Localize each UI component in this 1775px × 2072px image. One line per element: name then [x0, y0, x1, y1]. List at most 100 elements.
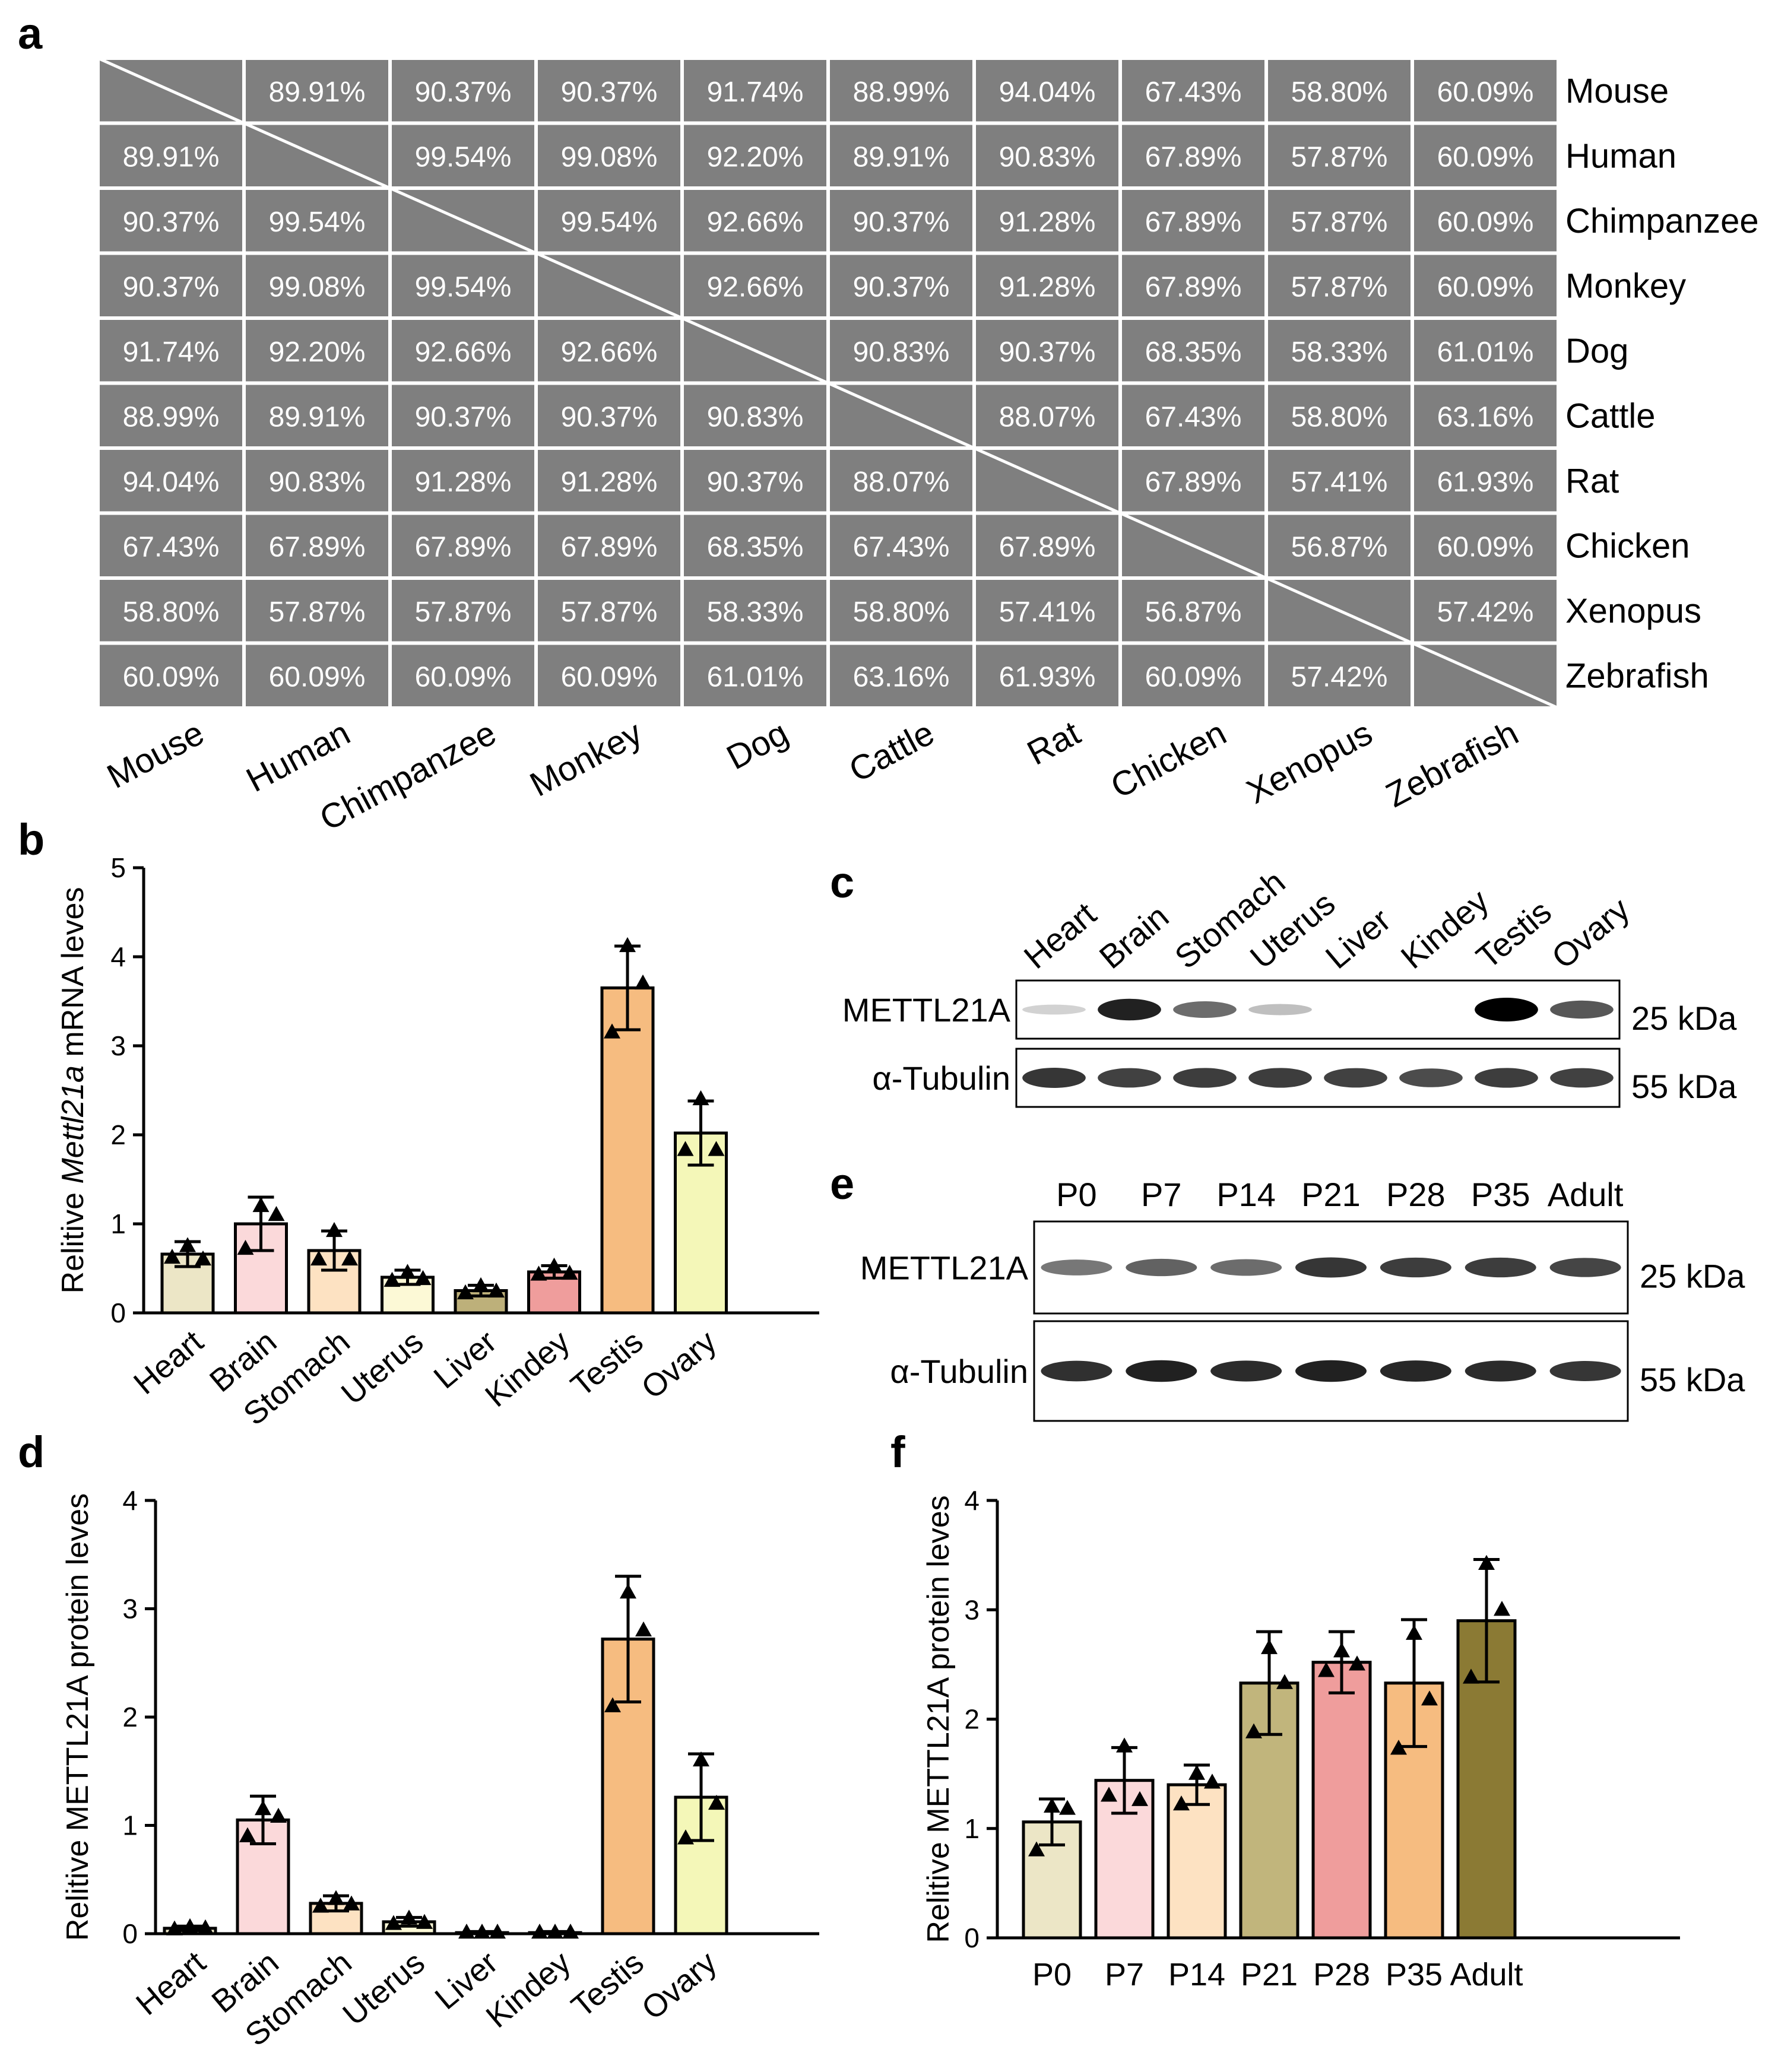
data-point — [677, 1829, 694, 1845]
data-point — [708, 1141, 725, 1156]
row-label: Mouse — [1565, 72, 1669, 110]
data-point — [1028, 1841, 1045, 1857]
blot-band — [1173, 1001, 1237, 1018]
matrix-cell — [1268, 515, 1411, 576]
x-tick-label: Ovary — [635, 1944, 724, 2027]
matrix-cell — [392, 515, 534, 576]
data-point — [401, 1909, 417, 1925]
matrix-value: 56.87% — [1145, 596, 1242, 628]
matrix-value: 60.09% — [1145, 661, 1242, 693]
matrix-value: 90.37% — [415, 77, 512, 108]
blot-band — [1173, 1068, 1237, 1088]
blot-band — [1380, 1360, 1451, 1382]
matrix-cell — [538, 60, 680, 122]
matrix-diagonal — [97, 56, 1560, 710]
data-point — [1390, 1740, 1407, 1755]
row-label: Xenopus — [1565, 592, 1701, 630]
matrix-cell — [246, 450, 388, 512]
matrix-value: 57.42% — [1291, 661, 1388, 693]
data-point — [457, 1284, 474, 1300]
x-tick-label: P7 — [1105, 1957, 1144, 1992]
column-label: Human — [240, 713, 356, 799]
matrix-value: 61.01% — [707, 661, 804, 693]
blot-row-label: α-Tubulin — [890, 1353, 1028, 1390]
data-point — [1421, 1690, 1438, 1706]
matrix-value: 88.99% — [123, 401, 220, 433]
y-tick-label: 1 — [964, 1813, 980, 1844]
blot-band — [1295, 1360, 1367, 1382]
matrix-cell — [246, 515, 388, 576]
matrix-cell — [684, 515, 826, 576]
y-label-part: Relitive — [56, 1184, 90, 1294]
matrix-cell — [684, 645, 826, 706]
matrix-cell — [1268, 385, 1411, 446]
data-point — [692, 1090, 709, 1106]
matrix-cell — [1268, 645, 1411, 706]
y-tick-label: 4 — [110, 941, 126, 972]
data-point — [1204, 1773, 1221, 1789]
y-axis-label: Relitive Mettl21a mRNA leves — [56, 887, 90, 1294]
matrix-cell — [1414, 60, 1557, 122]
y-tick-label: 1 — [110, 1208, 126, 1239]
matrix-value: 90.83% — [853, 337, 950, 368]
blot-size-label: 55 kDa — [1631, 1068, 1737, 1105]
data-point — [488, 1282, 505, 1298]
panel-label-b: b — [18, 815, 45, 864]
matrix-value: 67.43% — [853, 531, 950, 563]
matrix-value: 58.80% — [853, 596, 950, 628]
protein-bar-chart-development: 0 1 2 3 4 Relitive METTL21A protein leves P0 P7… — [921, 1485, 1680, 1992]
matrix-value: 57.87% — [1291, 207, 1388, 238]
matrix-cell — [538, 190, 680, 252]
blot-band — [1022, 1004, 1086, 1015]
matrix-value: 57.87% — [269, 596, 366, 628]
matrix-cell — [1122, 385, 1264, 446]
data-point — [1494, 1601, 1510, 1616]
matrix-cell — [1122, 255, 1264, 316]
data-point — [182, 1918, 198, 1934]
lane-label: P21 — [1301, 1176, 1361, 1213]
matrix-cell — [976, 255, 1118, 316]
data-point — [1349, 1655, 1365, 1671]
x-tick-label: P21 — [1241, 1957, 1298, 1992]
y-axis-label: Relitive METTL21A protein leves — [921, 1495, 956, 1943]
blot-band — [1295, 1257, 1367, 1278]
matrix-cell — [976, 190, 1118, 252]
matrix-value: 67.89% — [1145, 141, 1242, 173]
row-label: Monkey — [1565, 266, 1686, 305]
matrix-cell — [976, 385, 1118, 446]
blot-band — [1380, 1257, 1451, 1278]
y-tick-label: 3 — [110, 1030, 126, 1061]
lane-label: P14 — [1216, 1176, 1276, 1213]
matrix-cell — [392, 320, 534, 382]
matrix-value: 89.91% — [269, 77, 366, 108]
blot-size-label: 25 kDa — [1640, 1258, 1745, 1295]
blot-band — [1210, 1360, 1282, 1382]
matrix-value: 89.91% — [269, 401, 366, 433]
matrix-value: 90.37% — [707, 467, 804, 498]
blot-band — [1549, 1258, 1621, 1277]
matrix-cell — [1122, 190, 1264, 252]
blot-band — [1399, 1068, 1463, 1087]
matrix-cell — [1414, 320, 1557, 382]
matrix-value: 58.80% — [123, 596, 220, 628]
matrix-cell — [1122, 60, 1264, 122]
data-point — [1059, 1800, 1076, 1815]
matrix-value: 60.09% — [1437, 141, 1534, 173]
matrix-cell — [976, 125, 1118, 186]
column-label: Chicken — [1105, 713, 1233, 806]
data-point — [458, 1924, 475, 1939]
matrix-cell — [1414, 450, 1557, 512]
matrix-cell — [100, 190, 242, 252]
data-point — [1478, 1554, 1495, 1570]
panel-label-a: a — [18, 9, 43, 58]
matrix-value: 60.09% — [415, 661, 512, 693]
matrix-cell — [392, 645, 534, 706]
y-tick-label: 5 — [110, 852, 126, 883]
matrix-cell — [684, 255, 826, 316]
matrix-cell — [100, 645, 242, 706]
matrix-cell — [1268, 255, 1411, 316]
data-point — [414, 1270, 432, 1286]
data-point — [164, 1248, 180, 1264]
matrix-value: 67.89% — [999, 531, 1096, 563]
